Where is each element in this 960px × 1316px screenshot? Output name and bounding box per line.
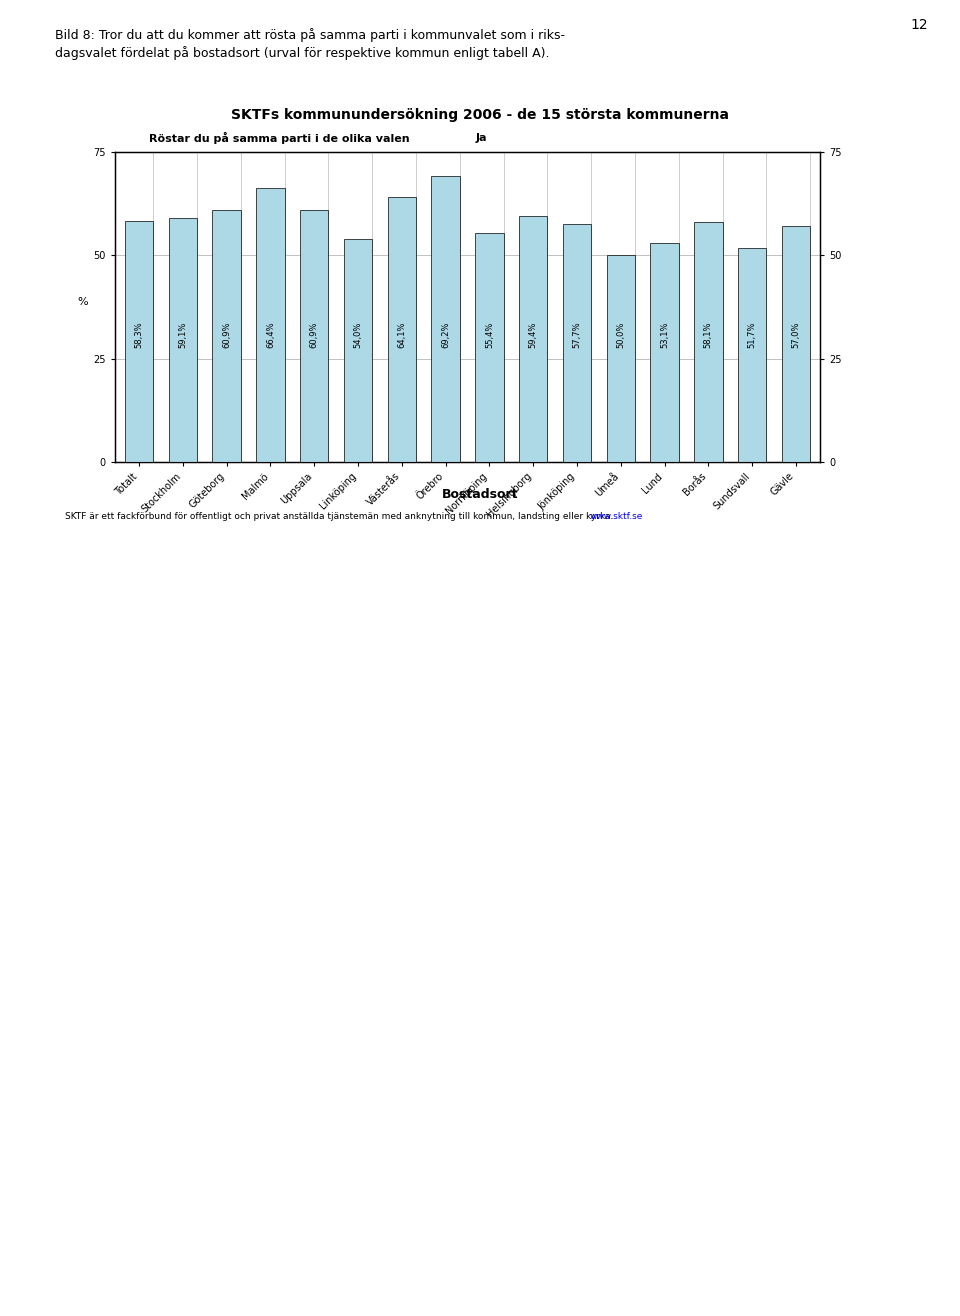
Text: 66,4%: 66,4%: [266, 321, 275, 349]
Text: dagsvalet fördelat på bostadsort (urval för respektive kommun enligt tabell A).: dagsvalet fördelat på bostadsort (urval …: [55, 46, 549, 61]
Text: 55,4%: 55,4%: [485, 322, 493, 349]
Bar: [388, 197, 416, 462]
Text: 57,0%: 57,0%: [791, 322, 801, 349]
Text: Bostadsort: Bostadsort: [442, 488, 518, 501]
Text: 59,4%: 59,4%: [529, 322, 538, 349]
Y-axis label: %: %: [77, 297, 87, 307]
Text: 57,7%: 57,7%: [572, 321, 582, 349]
Text: 54,0%: 54,0%: [353, 322, 363, 349]
Bar: [125, 221, 154, 462]
Bar: [212, 211, 241, 462]
Text: 58,1%: 58,1%: [704, 322, 713, 349]
Bar: [650, 242, 679, 462]
Bar: [256, 188, 285, 462]
Text: Ja: Ja: [475, 133, 487, 143]
Text: 50,0%: 50,0%: [616, 322, 625, 349]
Bar: [344, 238, 372, 462]
Text: 59,1%: 59,1%: [179, 322, 187, 349]
Text: 53,1%: 53,1%: [660, 322, 669, 349]
Bar: [300, 211, 328, 462]
Text: SKTF är ett fackförbund för offentligt och privat anställda tjänstemän med ankny: SKTF är ett fackförbund för offentligt o…: [65, 512, 613, 521]
Text: 60,9%: 60,9%: [222, 322, 231, 349]
Bar: [781, 226, 810, 462]
Bar: [738, 249, 766, 462]
Text: SKTF: SKTF: [835, 1267, 915, 1295]
Text: 12: 12: [910, 18, 927, 32]
Text: SKTFs kommunundersökning 2006 - de 15 största kommunerna: SKTFs kommunundersökning 2006 - de 15 st…: [231, 108, 729, 122]
Text: 51,7%: 51,7%: [748, 322, 756, 349]
Text: 60,9%: 60,9%: [310, 322, 319, 349]
Text: Röstar du på samma parti i de olika valen: Röstar du på samma parti i de olika vale…: [149, 132, 418, 143]
Bar: [563, 224, 591, 462]
Bar: [431, 176, 460, 462]
Bar: [169, 217, 197, 462]
Text: 58,3%: 58,3%: [134, 321, 144, 349]
Text: Bild 8: Tror du att du kommer att rösta på samma parti i kommunvalet som i riks-: Bild 8: Tror du att du kommer att rösta …: [55, 28, 565, 42]
Bar: [519, 216, 547, 462]
Text: 69,2%: 69,2%: [441, 322, 450, 349]
Text: SKTF: SKTF: [782, 508, 826, 522]
Bar: [475, 233, 504, 462]
Text: 64,1%: 64,1%: [397, 322, 406, 349]
Bar: [694, 222, 723, 462]
Bar: [607, 255, 635, 462]
Text: www.sktf.se: www.sktf.se: [590, 512, 643, 521]
